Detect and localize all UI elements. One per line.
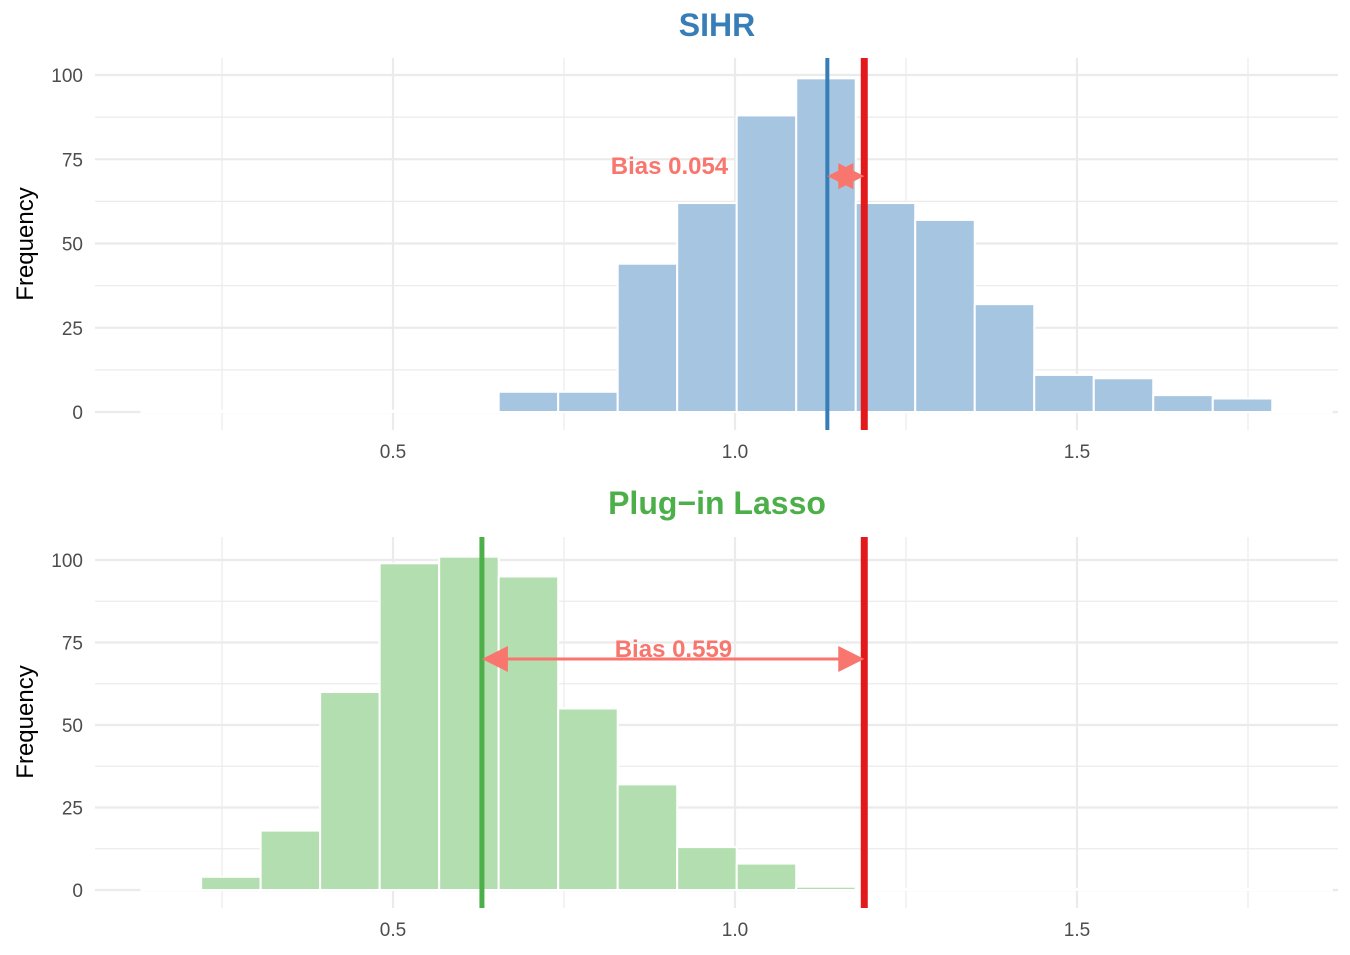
bars-layer [140,555,1333,892]
y-tick-label: 0 [72,403,83,424]
histogram-bar [735,114,798,413]
histogram-bar [140,887,203,891]
bias-label: Bias 0.559 [615,636,732,663]
histogram-bar [557,390,619,413]
bias-label: Bias 0.054 [611,153,729,180]
histogram-bar [319,691,381,891]
histogram-bar [140,409,203,413]
histogram-bar [557,707,619,891]
x-tick-label: 1.0 [722,920,748,941]
y-tick-label: 75 [62,150,83,171]
histogram-bar [497,390,560,413]
histogram-bar [438,409,500,413]
histogram-bar [1033,887,1095,891]
histogram-bar [1211,887,1274,891]
histogram-bar [1033,373,1095,413]
histogram-bar [319,409,381,413]
x-tick-label: 1.0 [722,442,748,463]
histogram-bar [1092,377,1155,413]
histogram-bar [1211,397,1274,413]
histogram-bar [1271,409,1333,413]
y-axis-label: Frequency [12,665,39,778]
y-tick-label: 25 [62,319,83,340]
y-axis-label: Frequency [12,187,39,300]
lines-layer [479,537,868,908]
y-tick-label: 25 [62,799,83,820]
histogram-bar [1092,887,1155,891]
histogram-bar [973,303,1036,413]
y-tick-label: 50 [62,235,83,256]
histogram-bar [735,862,798,891]
histogram-bar [497,575,560,891]
histogram-bar [676,846,738,891]
panel-plugin-lasso: 0.5 1.0 1.5 0 25 50 75 100 Plug−in Lasso Freque… [12,485,1338,941]
histogram-bar [1152,887,1214,891]
histogram-bar [1271,887,1333,891]
histogram-bar [378,562,441,891]
histogram-bar [973,887,1036,891]
x-tick-label: 0.5 [380,920,406,941]
ticks-layer: 0.5 1.0 1.5 0 25 50 75 100 [51,66,1090,463]
y-tick-label: 100 [51,66,83,87]
panel-title: Plug−in Lasso [608,485,826,521]
panel-title: SIHR [679,7,755,43]
histogram-bar [914,218,976,413]
ticks-layer: 0.5 1.0 1.5 0 25 50 75 100 [51,551,1090,941]
histogram-bar [914,887,976,891]
bias-arrowhead-left [481,646,508,672]
lines-layer [825,58,868,430]
bias-arrowhead-right [838,646,865,672]
histogram-bar [616,783,679,892]
x-tick-label: 1.5 [1064,920,1090,941]
x-tick-label: 1.5 [1064,442,1090,463]
y-tick-label: 100 [51,551,83,572]
histogram-bar [200,409,262,413]
histogram-bar [795,885,857,892]
bias-arrowhead-right [838,163,865,190]
y-tick-label: 50 [62,716,83,737]
histogram-bar [200,875,262,891]
histogram-bar [1152,394,1214,413]
histogram-bar [676,202,738,413]
panel-sihr: 0.5 1.0 1.5 0 25 50 75 100 SIHR Frequency Bias … [12,7,1338,463]
y-tick-label: 75 [62,634,83,655]
y-tick-label: 0 [72,881,83,902]
histogram-bar [259,829,322,891]
histogram-bar [259,409,322,413]
histogram-bar [378,409,441,413]
histogram-bar [438,555,500,891]
x-tick-label: 0.5 [380,442,406,463]
histogram-bar [616,262,679,413]
